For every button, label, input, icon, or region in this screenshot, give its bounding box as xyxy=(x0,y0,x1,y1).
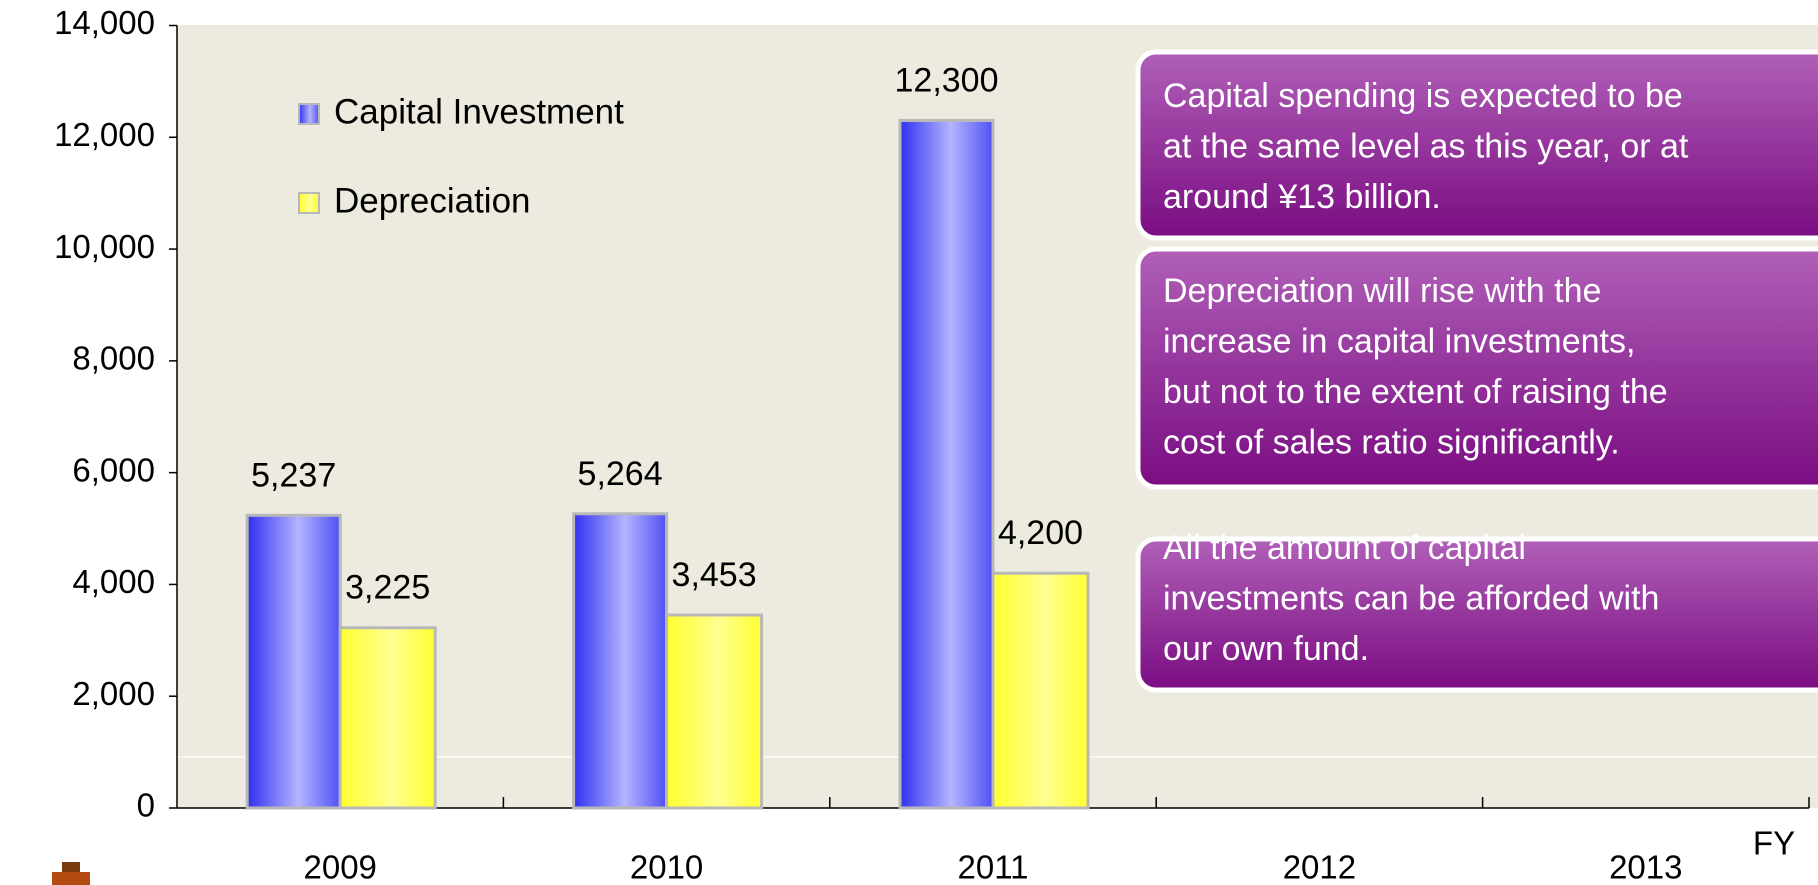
callout-text: increase in capital investments, xyxy=(1163,322,1635,360)
y-tick-label: 4,000 xyxy=(72,563,155,600)
legend-swatch xyxy=(298,103,320,125)
callout-text: our own fund. xyxy=(1163,630,1369,668)
callout-text: Capital spending is expected to be xyxy=(1163,77,1683,115)
x-tick-label: 2012 xyxy=(1283,849,1356,885)
bar xyxy=(338,626,437,810)
logo xyxy=(52,862,90,885)
data-label: 5,264 xyxy=(578,455,663,493)
callout: Capital spending is expected to be at the… xyxy=(1135,49,1818,241)
bar xyxy=(245,513,342,810)
callout: Depreciation will rise with the increase … xyxy=(1135,246,1818,490)
data-label: 5,237 xyxy=(251,456,336,494)
x-tick-label: 2011 xyxy=(958,849,1029,885)
legend-label: Depreciation xyxy=(334,181,531,220)
bar xyxy=(898,119,995,810)
callout-box xyxy=(1135,536,1818,693)
y-tick-label: 8,000 xyxy=(72,340,155,377)
data-label: 12,300 xyxy=(895,62,999,100)
x-tick-label: 2010 xyxy=(630,849,703,885)
y-tick-label: 14,000 xyxy=(54,4,155,41)
callout-text: at the same level as this year, or at xyxy=(1163,127,1689,165)
data-label: 4,200 xyxy=(998,514,1083,552)
data-label: 3,225 xyxy=(345,569,430,607)
y-tick-label: 2,000 xyxy=(72,675,155,712)
legend-swatch xyxy=(298,192,320,214)
bar xyxy=(572,512,669,810)
callout-text: but not to the extent of raising the xyxy=(1163,373,1668,411)
y-tick-label: 12,000 xyxy=(54,116,155,153)
legend-label: Capital Investment xyxy=(334,92,624,131)
y-tick-label: 6,000 xyxy=(72,451,155,488)
x-tick-label: 2009 xyxy=(303,849,376,885)
callout-box xyxy=(1135,246,1818,490)
y-tick-label: 0 xyxy=(137,787,155,824)
data-label: 3,453 xyxy=(672,556,757,594)
callout-text: Depreciation will rise with the xyxy=(1163,272,1601,310)
x-axis-label: FY xyxy=(1753,825,1795,862)
x-tick-label: 2013 xyxy=(1609,849,1682,885)
callout-box xyxy=(1135,49,1818,241)
callout-text: cost of sales ratio significantly. xyxy=(1163,423,1620,461)
callout-text: All the amount of capital xyxy=(1163,529,1526,567)
callout: All the amount of capital investments can… xyxy=(1135,529,1818,693)
y-tick-label: 10,000 xyxy=(54,228,155,265)
bar xyxy=(665,613,764,810)
callout-text: around ¥13 billion. xyxy=(1163,178,1441,216)
callout-text: investments can be afforded with xyxy=(1163,579,1659,617)
bar xyxy=(991,571,1090,810)
